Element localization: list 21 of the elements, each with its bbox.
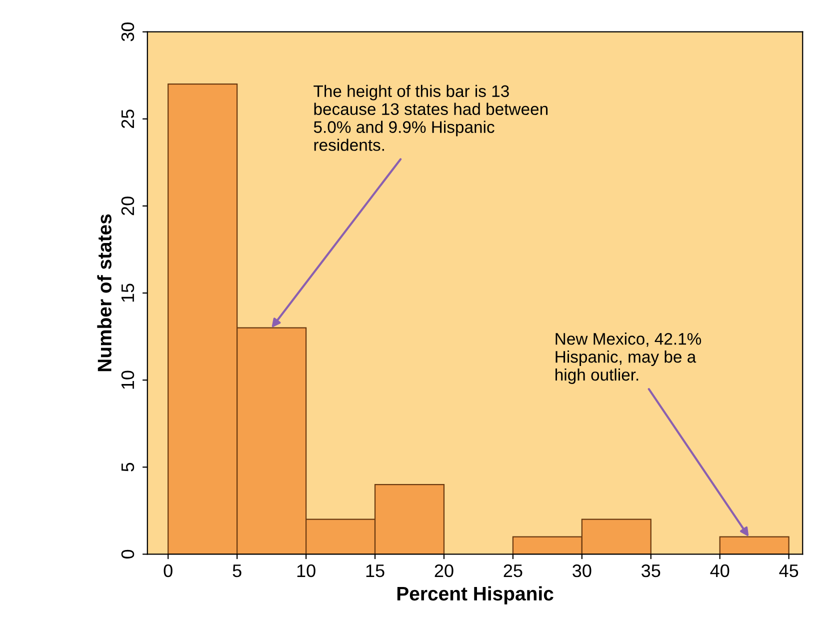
- x-tick-label: 25: [504, 564, 522, 578]
- y-tick-label: 25: [121, 110, 134, 128]
- x-tick-label: 40: [710, 564, 730, 578]
- annotation: New Mexico, 42.1% Hispanic, may be a high outlier.: [556, 332, 702, 384]
- y-tick-label: 0: [121, 550, 134, 559]
- x-tick-label: 0: [164, 564, 172, 578]
- y-tick-label: 10: [121, 370, 134, 389]
- x-tick-label: 15: [366, 564, 384, 578]
- x-tick-label: 20: [434, 564, 454, 578]
- x-tick-label: 10: [297, 564, 316, 578]
- x-tick-label: 45: [779, 564, 798, 578]
- y-tick-label: 5: [122, 462, 134, 472]
- y-tick-label: 30: [121, 22, 134, 42]
- x-tick-label: 35: [642, 564, 660, 578]
- y-axis-title: Number of states: [97, 214, 112, 372]
- x-axis-title: Percent Hispanic: [397, 586, 554, 604]
- y-tick-label: 20: [121, 196, 134, 216]
- x-tick-label: 5: [232, 564, 242, 578]
- annotation: The height of this bar is 13 because 13 states had between 5.0% and 9.9% Hispanic residents.: [314, 84, 548, 151]
- y-tick-label: 15: [122, 284, 134, 302]
- x-tick-label: 30: [572, 564, 592, 578]
